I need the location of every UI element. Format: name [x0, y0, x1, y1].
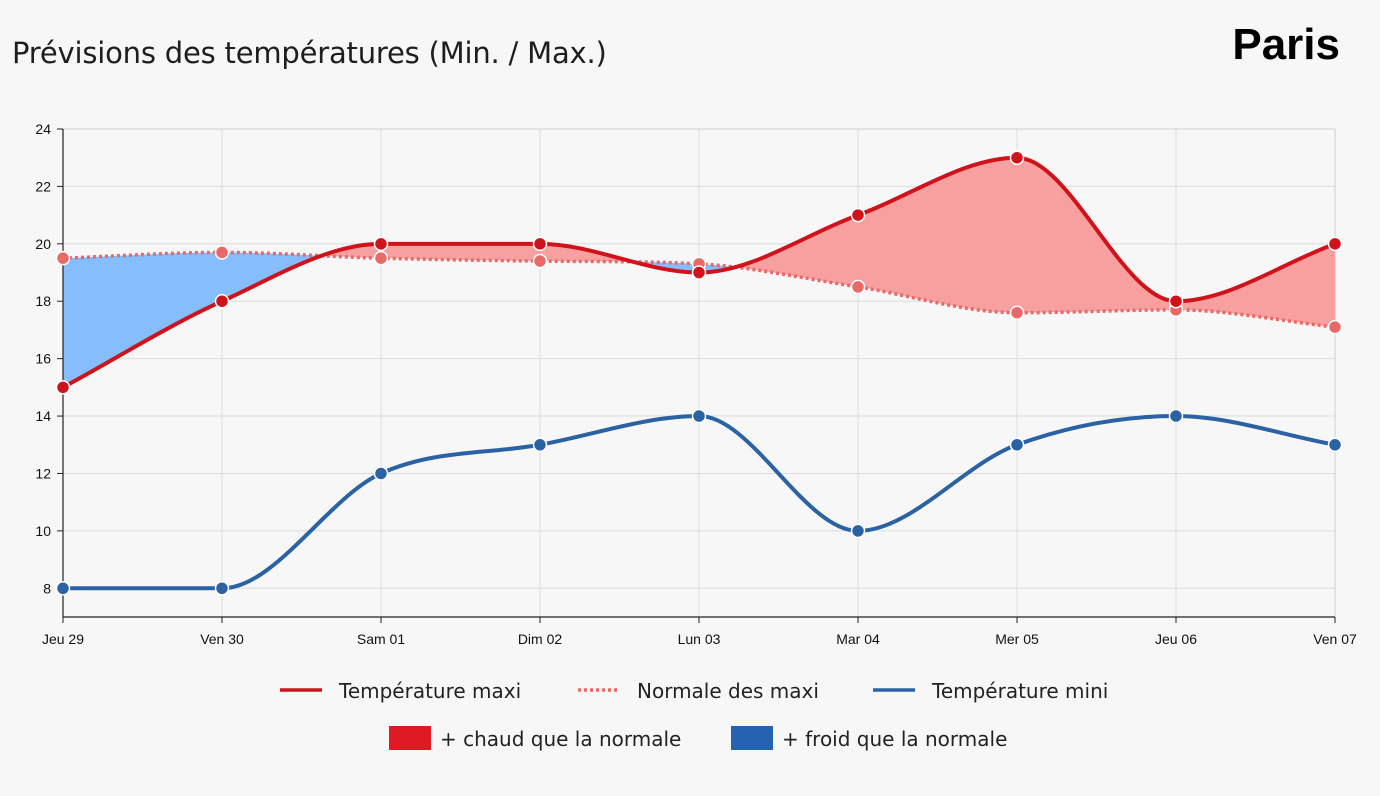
axes: 8 10 12 14 16 18 20 22 24 Jeu 29 Ven 30 Sam 01 Dim 0…	[35, 121, 1357, 647]
point-temp-mini	[691, 408, 707, 424]
point-temp-maxi	[1168, 293, 1184, 309]
point-temp-maxi	[1009, 150, 1025, 165]
point-normal-maxi	[532, 253, 548, 269]
point-normal-maxi	[1009, 305, 1025, 320]
y-tick-label: 10	[35, 523, 51, 539]
legend-colder-label: + froid que la normale	[782, 727, 1007, 751]
point-temp-mini	[373, 466, 389, 481]
point-temp-mini	[850, 523, 866, 539]
legend-temp-maxi-label: Température maxi	[338, 679, 521, 703]
grid	[62, 128, 1336, 617]
point-temp-maxi	[691, 265, 707, 280]
x-tick-label: Jeu 06	[1155, 631, 1197, 647]
legend-colder-swatch	[731, 726, 773, 750]
city-name: Paris	[1232, 20, 1340, 69]
x-tick-label: Mar 04	[836, 631, 880, 647]
point-normal-maxi	[373, 250, 389, 266]
line-temp-maxi	[62, 155, 1336, 390]
point-temp-mini	[214, 581, 230, 596]
x-tick-label: Jeu 29	[42, 631, 84, 647]
point-normal-maxi	[1327, 319, 1343, 335]
areas	[63, 157, 1335, 388]
point-temp-mini	[1327, 437, 1343, 453]
y-tick-label: 16	[35, 351, 51, 367]
x-tick-label: Ven 07	[1313, 631, 1357, 647]
x-tick-label: Dim 02	[518, 631, 563, 647]
y-tick-label: 14	[35, 408, 51, 424]
x-tick-label: Sam 01	[357, 631, 405, 647]
legend-normal-maxi-label: Normale des maxi	[637, 679, 819, 703]
x-tick-label: Mer 05	[995, 631, 1039, 647]
warmer-area	[63, 157, 1335, 328]
point-normal-maxi	[214, 245, 230, 260]
legend-temp-mini-label: Température mini	[931, 679, 1108, 703]
point-normal-maxi	[850, 279, 866, 295]
y-tick-label: 12	[35, 465, 51, 481]
point-temp-maxi	[214, 293, 230, 309]
y-tick-label: 8	[43, 580, 51, 596]
y-tick-label: 20	[35, 236, 51, 252]
y-tick-label: 18	[35, 293, 51, 309]
point-temp-mini	[532, 437, 548, 453]
point-temp-mini	[55, 581, 71, 596]
legend-warmer-label: + chaud que la normale	[440, 727, 681, 751]
y-tick-label: 24	[35, 121, 51, 137]
legend: Température maxi Normale des maxi Températ…	[280, 679, 1108, 751]
point-temp-maxi	[1327, 236, 1343, 252]
x-tick-label: Ven 30	[200, 631, 244, 647]
point-temp-maxi	[373, 236, 389, 252]
point-temp-maxi	[850, 207, 866, 223]
chart-title: Prévisions des températures (Min. / Max.…	[12, 36, 607, 70]
legend-warmer-swatch	[389, 726, 431, 750]
x-tick-label: Lun 03	[678, 631, 721, 647]
point-normal-maxi	[55, 250, 71, 266]
point-temp-mini	[1168, 408, 1184, 424]
point-temp-maxi	[55, 380, 71, 395]
series-points	[55, 150, 1343, 596]
point-temp-mini	[1009, 437, 1025, 453]
y-tick-label: 22	[35, 178, 51, 194]
point-temp-maxi	[532, 236, 548, 252]
